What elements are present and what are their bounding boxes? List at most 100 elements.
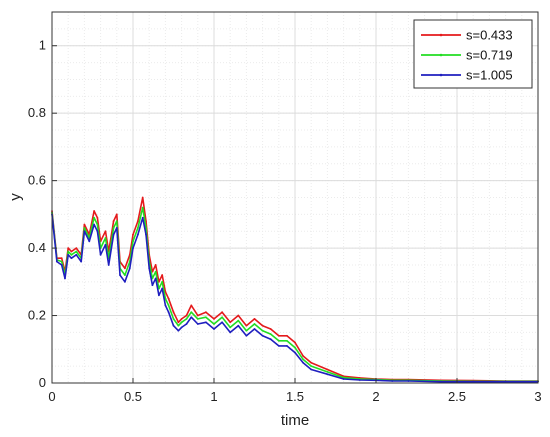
- data-point: [205, 311, 207, 314]
- legend-entry: s=0.433: [421, 28, 513, 43]
- data-point: [167, 304, 170, 307]
- data-point: [141, 196, 144, 199]
- data-point: [326, 373, 329, 376]
- y-tick-label: 0.2: [28, 308, 46, 323]
- y-tick-label: 0.6: [28, 173, 46, 188]
- data-point: [245, 329, 248, 332]
- data-point: [407, 380, 410, 382]
- data-point: [88, 240, 91, 243]
- data-point: [161, 287, 164, 290]
- data-point: [177, 324, 180, 327]
- data-point: [253, 318, 256, 320]
- y-axis-label: y: [7, 193, 24, 201]
- legend-marker: [439, 33, 443, 37]
- data-point: [154, 264, 157, 266]
- y-tick-label: 1: [39, 38, 46, 53]
- data-point: [205, 321, 207, 324]
- major-grid: [51, 12, 539, 384]
- data-point: [229, 326, 232, 329]
- y-axis-ticks: 0 0.2 0.4 0.6 0.8 1: [28, 38, 57, 390]
- data-point: [158, 294, 160, 297]
- data-point: [96, 223, 99, 226]
- data-point: [205, 316, 207, 319]
- data-point: [253, 328, 256, 330]
- data-point: [237, 319, 240, 322]
- x-axis-ticks: 0 0.5 1 1.5 2 2.5 3: [48, 378, 542, 404]
- data-point: [185, 318, 188, 320]
- data-point: [180, 318, 183, 320]
- data-point: [302, 355, 304, 357]
- data-point: [124, 274, 126, 276]
- data-point: [75, 253, 78, 256]
- data-point: [70, 253, 73, 256]
- data-point: [504, 380, 507, 383]
- data-point: [154, 270, 157, 273]
- data-point: [261, 334, 264, 337]
- data-point: [67, 247, 70, 249]
- legend-label: s=0.433: [466, 28, 513, 43]
- data-point: [326, 370, 329, 373]
- data-point: [172, 324, 175, 327]
- x-tick-label: 2: [372, 389, 379, 404]
- data-point: [148, 267, 151, 270]
- data-point: [60, 264, 63, 266]
- data-point: [302, 358, 304, 361]
- data-point: [115, 226, 118, 229]
- legend-marker: [439, 53, 443, 57]
- data-point: [67, 250, 70, 253]
- x-tick-label: 2.5: [448, 389, 466, 404]
- data-point: [83, 230, 86, 233]
- data-point: [96, 216, 99, 219]
- data-point: [136, 220, 139, 223]
- data-point: [161, 274, 164, 276]
- data-point: [286, 334, 288, 337]
- data-point: [196, 314, 199, 317]
- data-point: [185, 314, 188, 317]
- data-point: [83, 223, 86, 226]
- data-point: [80, 260, 83, 263]
- data-point: [294, 346, 296, 349]
- data-point: [310, 368, 313, 371]
- data-point: [180, 321, 183, 324]
- data-point: [286, 339, 288, 342]
- data-point: [439, 380, 442, 383]
- data-point: [190, 311, 193, 314]
- data-point: [213, 318, 215, 320]
- series-3: [51, 213, 539, 383]
- data-point: [124, 280, 126, 283]
- data-point: [245, 324, 248, 327]
- data-point: [269, 328, 272, 330]
- data-point: [141, 206, 144, 209]
- data-point: [96, 230, 99, 233]
- data-point: [112, 226, 115, 229]
- data-point: [83, 226, 86, 229]
- data-point: [269, 338, 272, 341]
- data-point: [136, 233, 139, 236]
- data-point: [261, 324, 264, 327]
- data-point: [112, 220, 115, 223]
- legend-entry: s=0.719: [421, 48, 513, 63]
- legend-label: s=0.719: [466, 48, 513, 63]
- x-tick-label: 0: [48, 389, 55, 404]
- data-point: [75, 250, 78, 253]
- data-point: [190, 316, 193, 319]
- y-tick-label: 0: [39, 375, 46, 390]
- data-point: [136, 226, 139, 229]
- data-point: [229, 331, 232, 334]
- data-point: [60, 257, 63, 260]
- x-tick-label: 1.5: [286, 389, 304, 404]
- data-point: [277, 334, 280, 337]
- data-point: [107, 264, 110, 266]
- legend-marker: [439, 73, 443, 77]
- x-axis-label: time: [281, 412, 309, 429]
- legend-entry: s=1.005: [421, 68, 513, 83]
- data-point: [196, 323, 199, 325]
- data-point: [99, 253, 102, 256]
- data-point: [104, 243, 107, 246]
- legend-box: [413, 19, 533, 89]
- data-point: [151, 284, 154, 287]
- data-point: [104, 237, 107, 239]
- data-point: [190, 304, 193, 307]
- legend-label: s=1.005: [466, 68, 513, 83]
